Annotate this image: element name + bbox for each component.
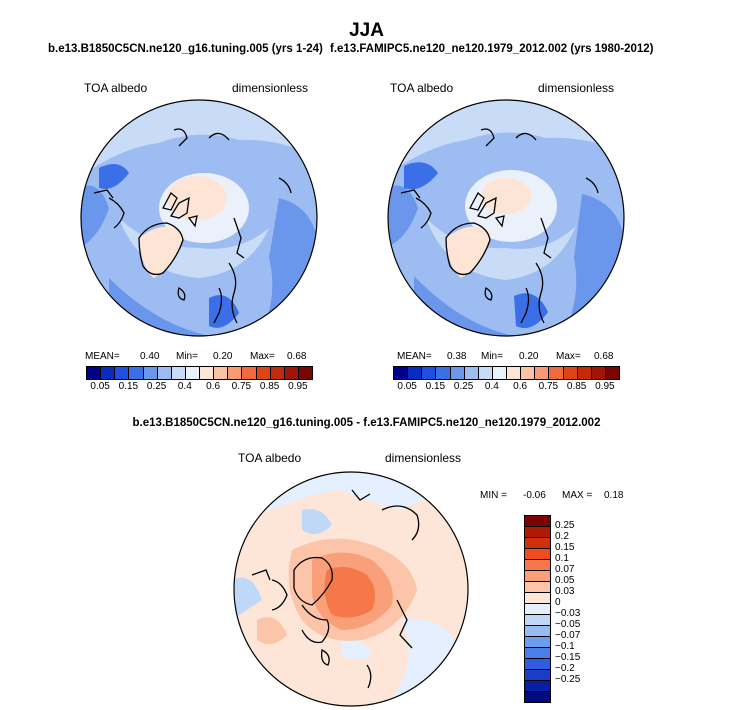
colorbar-swatch	[449, 366, 465, 380]
left-min-value: 0.20	[213, 351, 233, 362]
right-mean-label: MEAN=	[397, 351, 432, 362]
right-max-value: 0.68	[594, 351, 614, 362]
left-max-value: 0.68	[287, 351, 307, 362]
colorbar-tick: 0.07	[555, 564, 575, 575]
right-colorbar	[393, 366, 620, 380]
colorbar-tick: 0.95	[288, 381, 308, 392]
colorbar-swatch	[421, 366, 437, 380]
colorbar-tick: 0.85	[259, 381, 280, 392]
left-max-label: Max=	[250, 351, 275, 362]
colorbar-tick: 0.25	[146, 381, 167, 392]
diff-colorbar-labels: 0.25 0.2 0.15 0.1 0.07 0.05 0.03 0 −0.03…	[555, 515, 615, 702]
colorbar-tick: 0.4	[484, 381, 499, 392]
colorbar-swatch	[491, 366, 507, 380]
colorbar-swatch	[199, 366, 215, 380]
right-mean-value: 0.38	[447, 351, 467, 362]
colorbar-tick: 0.75	[231, 381, 252, 392]
colorbar-tick: −0.07	[555, 630, 581, 641]
colorbar-tick: 0.25	[555, 520, 575, 531]
colorbar-swatch	[407, 366, 423, 380]
left-polar-map	[80, 99, 318, 337]
colorbar-tick: 0.6	[206, 381, 221, 392]
right-units-label: dimensionless	[538, 81, 615, 95]
diff-max-label: MAX =	[562, 490, 593, 501]
colorbar-swatch	[100, 366, 116, 380]
colorbar-tick: −0.15	[555, 652, 581, 663]
colorbar-tick: 0.05	[555, 575, 575, 586]
colorbar-swatch	[86, 366, 102, 380]
colorbar-swatch	[576, 366, 592, 380]
colorbar-swatch	[524, 691, 551, 703]
colorbar-tick: −0.03	[555, 608, 581, 619]
colorbar-tick: 0.1	[555, 553, 569, 564]
colorbar-tick: 0.6	[513, 381, 528, 392]
colorbar-swatch	[435, 366, 451, 380]
colorbar-tick: −0.1	[555, 641, 575, 652]
colorbar-swatch	[297, 366, 313, 380]
colorbar-swatch	[590, 366, 606, 380]
colorbar-swatch	[506, 366, 522, 380]
diff-units-label: dimensionless	[385, 451, 462, 465]
colorbar-swatch	[255, 366, 271, 380]
right-polar-map	[387, 99, 625, 337]
colorbar-swatch	[548, 366, 564, 380]
colorbar-tick: 0.05	[90, 381, 110, 392]
colorbar-swatch	[393, 366, 409, 380]
diff-colorbar	[524, 515, 551, 703]
right-max-label: Max=	[556, 351, 581, 362]
colorbar-swatch	[477, 366, 493, 380]
colorbar-tick: −0.25	[555, 674, 581, 685]
left-colorbar	[86, 366, 313, 380]
colorbar-tick: 0.2	[555, 531, 569, 542]
diff-min-value: -0.06	[523, 490, 546, 501]
left-panel-title: b.e13.B1850C5CN.ne120_g16.tuning.005 (yr…	[48, 43, 323, 55]
colorbar-tick: −0.05	[555, 619, 581, 630]
colorbar-swatch	[283, 366, 299, 380]
colorbar-tick: 0.03	[555, 586, 575, 597]
colorbar-swatch	[170, 366, 186, 380]
left-variable-label: TOA albedo	[84, 81, 148, 95]
colorbar-tick: 0.4	[177, 381, 192, 392]
colorbar-tick: 0.15	[555, 542, 575, 553]
colorbar-tick: 0.95	[595, 381, 615, 392]
diff-min-label: MIN =	[480, 490, 507, 501]
left-mean-value: 0.40	[140, 351, 160, 362]
left-min-label: Min=	[176, 351, 198, 362]
left-colorbar-labels: 0.05 0.15 0.25 0.4 0.6 0.75 0.85 0.95	[86, 381, 312, 395]
colorbar-swatch	[156, 366, 172, 380]
diff-variable-label: TOA albedo	[238, 451, 302, 465]
right-variable-label: TOA albedo	[390, 81, 454, 95]
colorbar-swatch	[520, 366, 536, 380]
colorbar-tick: 0.25	[453, 381, 474, 392]
colorbar-tick: 0.05	[397, 381, 417, 392]
page-title: JJA	[349, 20, 384, 41]
colorbar-swatch	[604, 366, 620, 380]
colorbar-tick: 0.85	[566, 381, 587, 392]
colorbar-tick: 0.15	[425, 381, 446, 392]
right-colorbar-labels: 0.05 0.15 0.25 0.4 0.6 0.75 0.85 0.95	[393, 381, 619, 395]
colorbar-tick: 0.75	[538, 381, 559, 392]
colorbar-swatch	[269, 366, 285, 380]
colorbar-swatch	[184, 366, 200, 380]
diff-polar-map	[233, 471, 469, 707]
right-panel-title: f.e13.FAMIPC5.ne120_ne120.1979_2012.002 …	[330, 43, 654, 55]
left-units-label: dimensionless	[232, 81, 309, 95]
colorbar-swatch	[241, 366, 257, 380]
colorbar-tick: −0.2	[555, 663, 575, 674]
colorbar-tick: 0.15	[118, 381, 139, 392]
diff-max-value: 0.18	[604, 490, 624, 501]
colorbar-swatch	[114, 366, 130, 380]
colorbar-swatch	[534, 366, 550, 380]
left-mean-label: MEAN=	[85, 351, 120, 362]
colorbar-swatch	[128, 366, 144, 380]
colorbar-swatch	[142, 366, 158, 380]
right-min-value: 0.20	[519, 351, 539, 362]
colorbar-swatch	[227, 366, 243, 380]
colorbar-swatch	[562, 366, 578, 380]
colorbar-tick: 0	[555, 597, 561, 608]
right-min-label: Min=	[481, 351, 503, 362]
colorbar-swatch	[463, 366, 479, 380]
colorbar-swatch	[213, 366, 229, 380]
diff-panel-title: b.e13.B1850C5CN.ne120_g16.tuning.005 - f…	[132, 417, 601, 429]
